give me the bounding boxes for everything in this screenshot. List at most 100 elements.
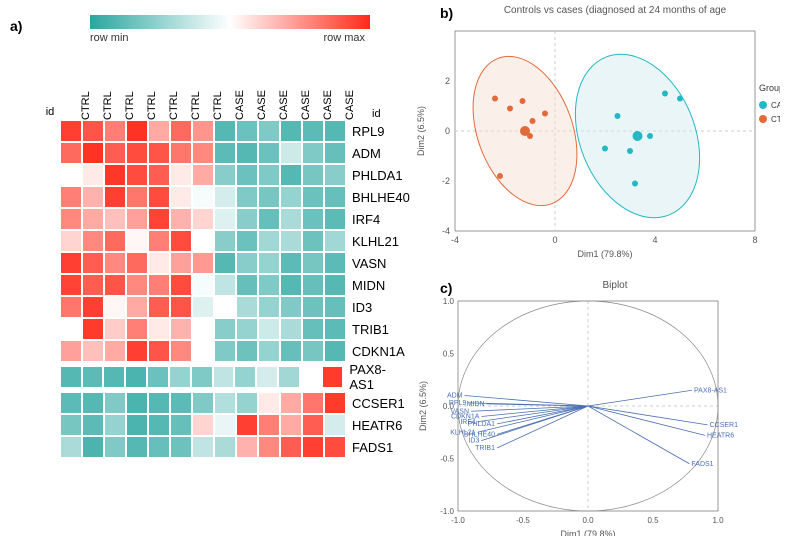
- panel-b-title: Controls vs cases (diagnosed at 24 month…: [450, 5, 780, 16]
- heatmap-cell: [302, 318, 324, 340]
- heatmap-cell: [258, 274, 280, 296]
- heatmap-cell: [126, 436, 148, 458]
- heatmap-cell: [170, 164, 192, 186]
- heatmap-cell: [82, 186, 104, 208]
- heatmap-cell: [104, 164, 126, 186]
- heatmap-cell: [258, 414, 280, 436]
- heatmap-cell: [192, 392, 214, 414]
- heatmap-row: PHLDA1: [40, 164, 410, 186]
- heatmap-cell: [236, 436, 258, 458]
- heatmap-cell: [258, 186, 280, 208]
- heatmap-cell: [104, 142, 126, 164]
- svg-text:0.5: 0.5: [443, 350, 455, 359]
- heatmap-cell: [280, 274, 302, 296]
- heatmap-cell: [280, 392, 302, 414]
- heatmap-cell: [213, 366, 235, 388]
- heatmap-cell: [302, 252, 324, 274]
- heatmap-cell: [192, 252, 214, 274]
- svg-text:Group: Group: [759, 83, 780, 93]
- heatmap-cell: [192, 414, 214, 436]
- heatmap-cell: [302, 436, 324, 458]
- heatmap-cell: [125, 366, 147, 388]
- heatmap-cell: [148, 252, 170, 274]
- heatmap-cell: [236, 230, 258, 252]
- svg-text:0: 0: [445, 126, 450, 136]
- heatmap-cell: [214, 164, 236, 186]
- heatmap-cell: [170, 142, 192, 164]
- heatmap-cell: [60, 318, 82, 340]
- heatmap-cell: [324, 186, 346, 208]
- heatmap-cell: [324, 120, 346, 142]
- svg-text:0.0: 0.0: [582, 516, 594, 525]
- heatmap-cell: [148, 340, 170, 362]
- heatmap-cell: [236, 142, 258, 164]
- heatmap-cell: [170, 186, 192, 208]
- heatmap-cell: [104, 274, 126, 296]
- heatmap-cell: [82, 230, 104, 252]
- column-label: CASE: [322, 70, 344, 120]
- heatmap-cell: [103, 366, 125, 388]
- heatmap-cell: [214, 392, 236, 414]
- heatmap-cell: [126, 120, 148, 142]
- heatmap-cell: [258, 120, 280, 142]
- heatmap-row: KLHL21: [40, 230, 410, 252]
- heatmap-cell: [302, 414, 324, 436]
- heatmap-cell: [60, 296, 82, 318]
- row-label: ID3: [346, 300, 372, 315]
- heatmap-cell: [60, 414, 82, 436]
- heatmap-row: FADS1: [40, 436, 410, 458]
- column-label: CASE: [278, 70, 300, 120]
- heatmap-cell: [82, 142, 104, 164]
- heatmap-cell: [126, 392, 148, 414]
- heatmap-cell: [280, 208, 302, 230]
- heatmap-cell: [60, 208, 82, 230]
- heatmap-cell: [192, 120, 214, 142]
- heatmap-cell: [258, 340, 280, 362]
- heatmap-cell: [104, 392, 126, 414]
- row-label: PHLDA1: [346, 168, 403, 183]
- panel-b-label: b): [440, 5, 453, 21]
- heatmap-cell: [126, 274, 148, 296]
- heatmap-cell: [104, 230, 126, 252]
- column-label: CTRL: [168, 70, 190, 120]
- svg-text:1.0: 1.0: [712, 516, 724, 525]
- heatmap-cell: [126, 164, 148, 186]
- row-label: CDKN1A: [346, 344, 405, 359]
- heatmap-cell: [192, 436, 214, 458]
- heatmap-cell: [82, 366, 104, 388]
- heatmap-cell: [302, 208, 324, 230]
- svg-text:FADS1: FADS1: [691, 461, 713, 468]
- heatmap-cell: [258, 392, 280, 414]
- heatmap-cell: [280, 186, 302, 208]
- heatmap-cell: [280, 436, 302, 458]
- svg-text:-2: -2: [442, 176, 450, 186]
- heatmap-cell: [170, 120, 192, 142]
- column-label: CTRL: [80, 70, 102, 120]
- heatmap-cell: [82, 208, 104, 230]
- svg-text:4: 4: [652, 235, 657, 245]
- heatmap-cell: [82, 296, 104, 318]
- heatmap-cell: [302, 186, 324, 208]
- panel-a-label: a): [10, 18, 22, 34]
- svg-text:ADM: ADM: [447, 393, 463, 400]
- heatmap-cell: [82, 252, 104, 274]
- heatmap-cell: [214, 120, 236, 142]
- svg-text:-0.5: -0.5: [516, 516, 530, 525]
- svg-text:-4: -4: [442, 226, 450, 236]
- svg-text:Dim1 (79.8%): Dim1 (79.8%): [577, 249, 632, 259]
- heatmap-row: CDKN1A: [40, 340, 410, 362]
- heatmap-cell: [170, 296, 192, 318]
- svg-text:PHLDA1: PHLDA1: [468, 421, 495, 428]
- heatmap-cell: [192, 340, 214, 362]
- heatmap-cell: [324, 392, 346, 414]
- heatmap-cell: [258, 230, 280, 252]
- column-label: CASE: [256, 70, 278, 120]
- heatmap-cell: [148, 436, 170, 458]
- heatmap-cell: [126, 208, 148, 230]
- heatmap-cell: [192, 318, 214, 340]
- svg-text:2: 2: [445, 76, 450, 86]
- column-labels: CTRLCTRLCTRLCTRLCTRLCTRLCTRLCASECASECASE…: [80, 70, 366, 120]
- heatmap-row: MIDN: [40, 274, 410, 296]
- heatmap-cell: [82, 392, 104, 414]
- heatmap-cell: [214, 296, 236, 318]
